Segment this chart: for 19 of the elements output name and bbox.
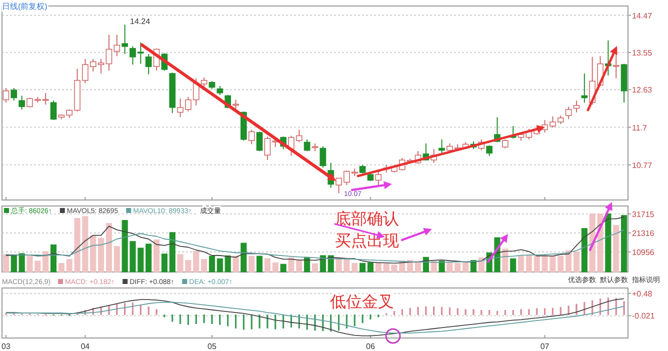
y-tick-label: 21316: [632, 228, 655, 238]
x-tick-label: 04: [80, 342, 90, 351]
y-tick-label: -0.021: [632, 312, 656, 321]
y-tick-label: 10.77: [632, 160, 653, 170]
x-tick-label: 07: [540, 342, 550, 351]
y-tick-label: 14.47: [632, 11, 653, 20]
y-tick-label: 10956: [632, 248, 655, 257]
x-tick-label: 05: [208, 342, 217, 351]
y-tick-label: 13.55: [632, 48, 653, 58]
x-tick-label: 06: [366, 342, 376, 351]
y-tick-label: 11.7: [632, 123, 648, 132]
annotation: 底部确认: [335, 210, 399, 228]
annotation: 日线(前复权): [2, 2, 48, 11]
y-tick-label: +0.48: [632, 289, 653, 298]
x-tick-label: 03: [2, 342, 11, 351]
annotation: 低位金叉: [330, 294, 394, 311]
annotation: 14.24: [130, 17, 151, 26]
y-tick-label: 12.63: [632, 86, 653, 95]
y-tick-label: 31715: [632, 210, 655, 219]
